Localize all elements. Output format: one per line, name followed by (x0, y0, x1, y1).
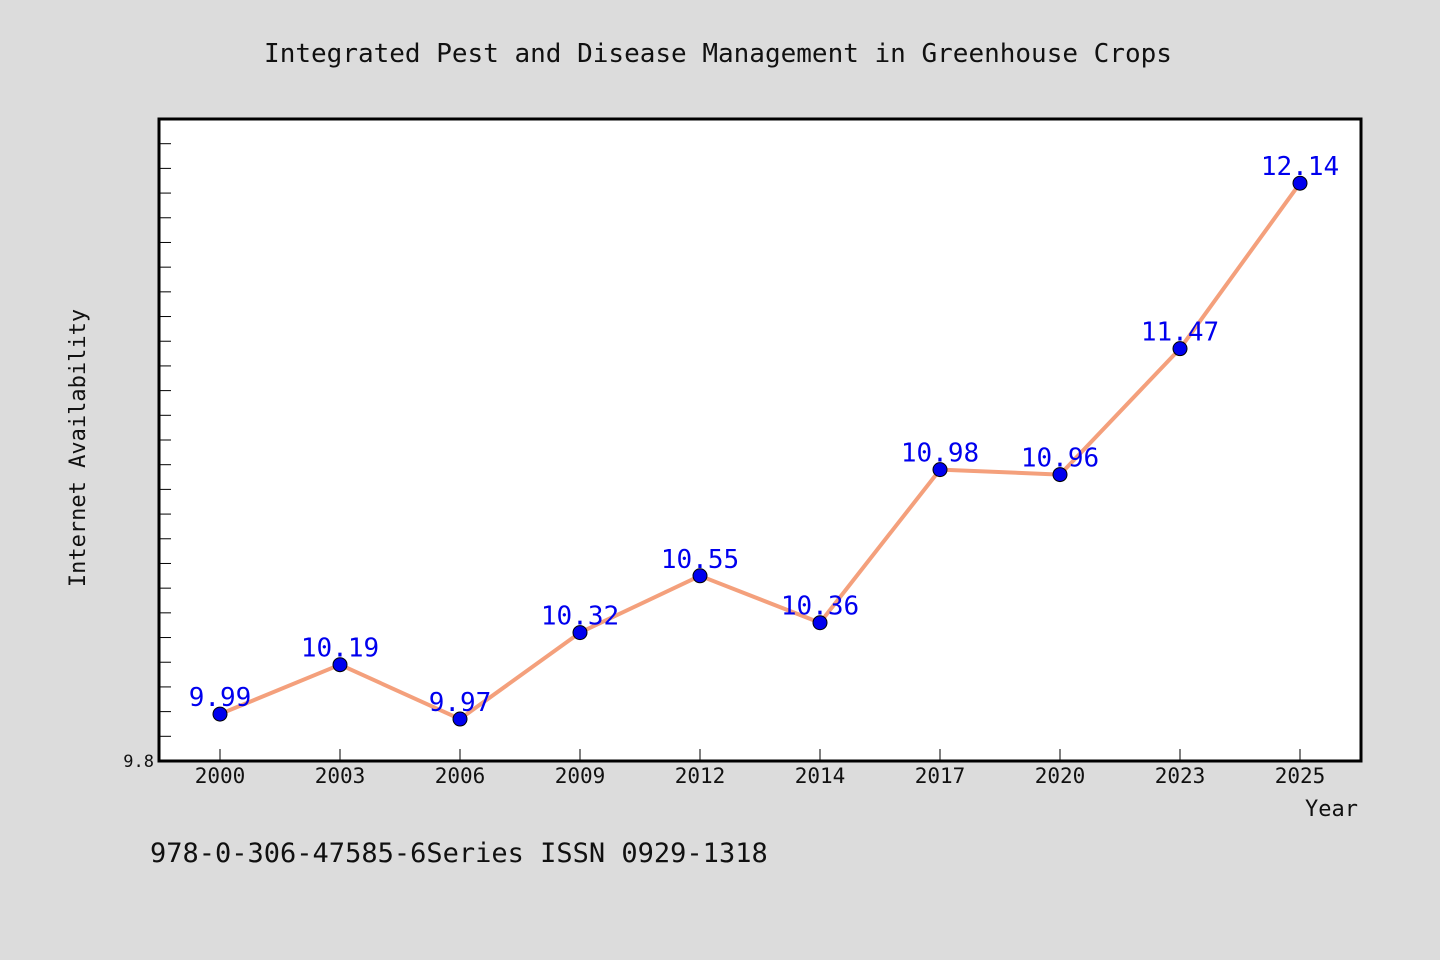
data-label: 10.19 (301, 634, 379, 664)
data-point (932, 462, 948, 478)
x-tick-label: 2003 (315, 764, 366, 788)
data-label: 10.96 (1021, 444, 1099, 474)
x-tick-label: 2009 (555, 764, 606, 788)
data-point (1172, 341, 1188, 357)
data-point (1052, 467, 1068, 483)
chart-title: Integrated Pest and Disease Management i… (264, 39, 1172, 69)
data-point (692, 568, 708, 584)
data-label: 9.99 (189, 683, 252, 713)
plot-area (157, 117, 1363, 763)
data-point (212, 706, 228, 722)
data-label: 11.47 (1141, 318, 1219, 348)
x-axis-ticks: 2000 2003 2006 2009 2012 2014 2017 2020 2023 2025 (195, 749, 1326, 788)
data-point (572, 625, 588, 641)
footer-text: 978-0-306-47585-6Series ISSN 0929-1318 (150, 838, 768, 869)
x-tick-label: 2000 (195, 764, 246, 788)
x-tick-label: 2020 (1035, 764, 1086, 788)
x-tick-label: 2006 (435, 764, 486, 788)
data-point (332, 657, 348, 673)
data-point (1292, 175, 1308, 191)
data-point (452, 711, 468, 727)
series-line (219, 182, 1302, 722)
x-axis-label: Year (1305, 797, 1358, 822)
x-tick-label: 2023 (1155, 764, 1206, 788)
x-tick-label: 2017 (915, 764, 966, 788)
data-label: 10.55 (661, 545, 739, 575)
x-tick-label: 2025 (1275, 764, 1326, 788)
data-label: 10.36 (781, 592, 859, 622)
y-axis-ticks: 9.8 (123, 143, 171, 772)
y-axis-label: Internet Availability (66, 309, 91, 587)
data-label: 9.97 (429, 688, 492, 718)
series-layer: 9.99 10.19 9.97 10.32 10.55 10.36 10.98 10.96 11… (189, 152, 1339, 727)
x-tick-label: 2014 (795, 764, 846, 788)
y-tick-label: 9.8 (123, 752, 154, 772)
data-label: 10.98 (901, 439, 979, 469)
x-tick-label: 2012 (675, 764, 726, 788)
data-label: 10.32 (541, 602, 619, 632)
data-point (812, 615, 828, 631)
data-label: 12.14 (1261, 152, 1339, 182)
